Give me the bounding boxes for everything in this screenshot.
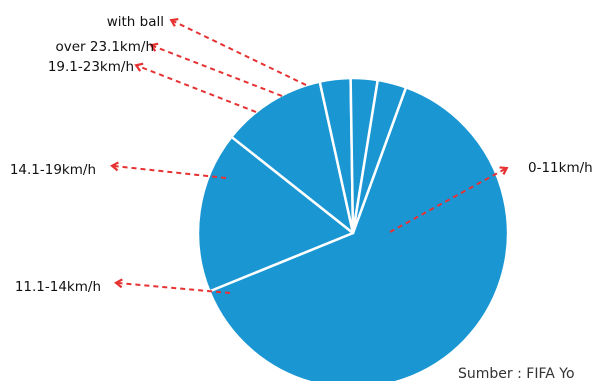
slice-label: over 23.1km/h xyxy=(55,39,154,55)
pie-slice xyxy=(196,135,355,293)
slice-label: 19.1-23km/h xyxy=(48,59,134,75)
pie-slice xyxy=(230,80,355,235)
slice-label: 11.1-14km/h xyxy=(15,279,101,295)
leader-arrow xyxy=(134,62,257,113)
pie-slice xyxy=(351,78,408,235)
pie-slice xyxy=(208,86,510,381)
leader-arrow xyxy=(169,18,307,86)
leader-arrow xyxy=(389,166,509,233)
slice-label: 14.1-19km/h xyxy=(10,162,96,178)
slice-label: 0-11km/h xyxy=(528,160,593,176)
leader-arrow xyxy=(110,161,227,179)
source-note: Sumber : FIFA Yo xyxy=(458,366,575,381)
slice-label: with ball xyxy=(107,14,164,30)
leader-arrow xyxy=(114,278,231,294)
leader-arrow xyxy=(149,42,283,97)
